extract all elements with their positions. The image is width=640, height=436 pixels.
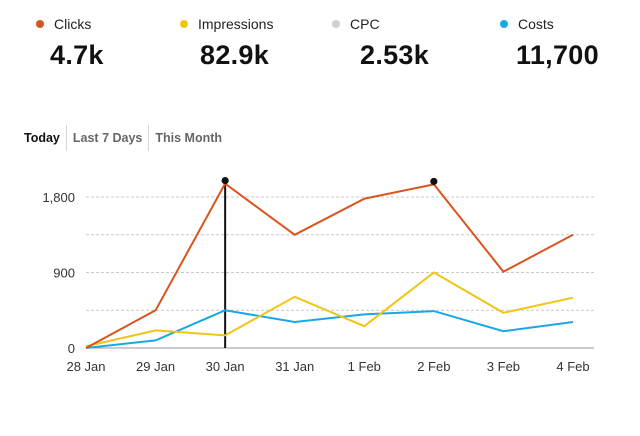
cpc-dot-icon [332, 20, 340, 28]
y-tick-label: 900 [53, 266, 75, 281]
x-tick-label: 1 Feb [348, 359, 381, 374]
kpi-cpc: CPC 2.53k [332, 14, 429, 71]
series-line-impressions [85, 271, 574, 348]
impressions-dot-icon [180, 20, 188, 28]
x-tick-label: 29 Jan [136, 359, 175, 374]
tab-this-month[interactable]: This Month [155, 131, 223, 145]
kpi-label: Costs [518, 16, 554, 32]
kpi-costs: Costs 11,700 [500, 14, 599, 71]
kpi-clicks: Clicks 4.7k [36, 14, 104, 71]
x-axis: 28 Jan 29 Jan 30 Jan 31 Jan 1 Feb 2 Feb 3 Feb 4… [66, 359, 589, 374]
x-tick-label: 3 Feb [487, 359, 520, 374]
kpi-label: CPC [350, 16, 380, 32]
x-tick-label: 31 Jan [275, 359, 314, 374]
x-tick-label: 30 Jan [206, 359, 245, 374]
grid [86, 196, 594, 349]
kpi-label: Impressions [198, 16, 274, 32]
kpi-value: 82.9k [200, 40, 270, 70]
highlight-markers [221, 176, 438, 186]
costs-dot-icon [500, 20, 508, 28]
clicks-dot-icon [36, 20, 44, 28]
range-tabs: Today Last 7 Days This Month [18, 124, 228, 152]
kpi-row: Clicks 4.7k Impressions 82.9k CPC 2.53k … [0, 0, 640, 80]
kpi-label: Clicks [54, 16, 92, 32]
tab-divider [65, 125, 67, 151]
tab-today[interactable]: Today [24, 131, 60, 145]
y-axis: 0 900 1,800 [42, 190, 75, 356]
highlight-point[interactable] [221, 176, 229, 185]
series-line-costs [85, 309, 574, 349]
x-tick-label: 2 Feb [417, 359, 450, 374]
kpi-value: 2.53k [360, 40, 430, 70]
tab-last-7-days[interactable]: Last 7 Days [72, 131, 143, 145]
series-lines [85, 182, 574, 349]
kpi-impressions: Impressions 82.9k [180, 14, 273, 71]
kpi-value: 11,700 [516, 40, 599, 70]
series-line-clicks [85, 182, 574, 349]
x-tick-label: 4 Feb [556, 359, 589, 374]
y-tick-label: 0 [68, 341, 75, 356]
y-tick-label: 1,800 [42, 190, 75, 205]
tab-divider [148, 125, 150, 151]
x-tick-label: 28 Jan [66, 359, 105, 374]
highlight-point[interactable] [430, 177, 438, 186]
kpi-value: 4.7k [50, 40, 104, 70]
